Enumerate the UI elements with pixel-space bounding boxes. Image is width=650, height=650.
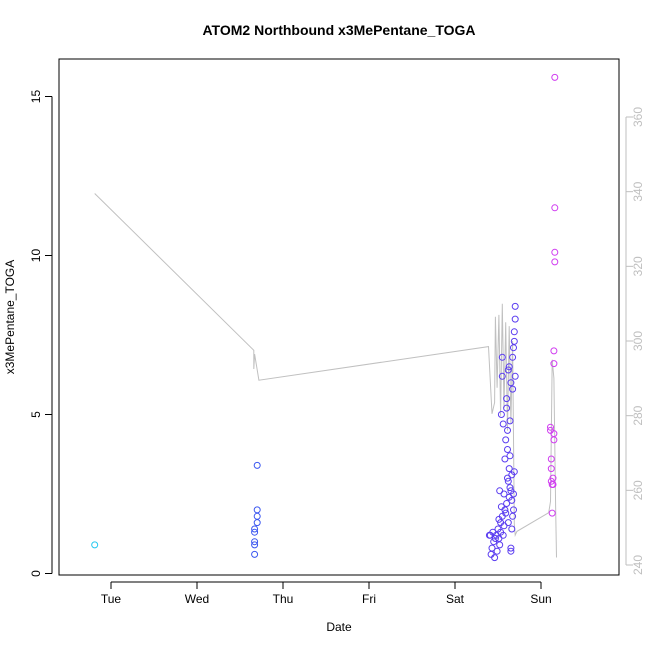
x-tick-label: Sun — [530, 592, 551, 606]
data-point — [498, 372, 506, 380]
data-point — [503, 500, 511, 507]
right-tick-label: 360 — [631, 107, 645, 127]
data-point — [505, 363, 513, 371]
data-point — [550, 360, 558, 368]
data-point — [511, 302, 519, 310]
data-point — [506, 417, 514, 425]
data-point — [506, 452, 514, 460]
data-point — [503, 395, 511, 403]
data-point — [253, 519, 261, 527]
data-point — [491, 535, 499, 542]
data-point — [500, 490, 508, 498]
x-axis-label: Date — [326, 620, 352, 634]
data-point — [550, 347, 558, 355]
left-tick-label: 15 — [29, 90, 43, 104]
right-tick-label: 240 — [631, 555, 645, 575]
plot-frame — [58, 58, 620, 576]
data-point — [497, 411, 505, 418]
x-tick-label: Fri — [362, 592, 376, 606]
data-point — [503, 404, 511, 412]
data-point — [550, 436, 558, 444]
data-point — [504, 366, 512, 374]
data-point — [91, 541, 99, 549]
data-point — [551, 248, 559, 256]
data-point — [510, 468, 518, 476]
data-point — [504, 426, 511, 434]
data-point — [505, 465, 513, 473]
data-point — [253, 512, 261, 520]
x-tick-label: Sat — [446, 592, 465, 606]
data-point — [251, 525, 259, 533]
data-point — [253, 461, 261, 469]
data-point — [509, 385, 517, 393]
data-point — [506, 484, 514, 492]
data-point — [549, 481, 557, 488]
data-point — [508, 496, 516, 504]
data-point — [507, 547, 515, 555]
data-point — [504, 477, 512, 485]
x-axis: Tue Wed Thu Fri Sat Sun — [101, 581, 552, 606]
data-point — [510, 344, 517, 352]
left-tick-label: 5 — [29, 411, 43, 418]
data-point — [501, 455, 509, 463]
data-point — [251, 538, 259, 546]
data-point — [550, 430, 558, 438]
data-point — [499, 531, 507, 539]
points-layer — [91, 73, 559, 562]
data-point — [510, 328, 518, 336]
data-point — [253, 506, 261, 514]
left-y-axis: 0 5 10 15 — [29, 90, 53, 577]
data-point — [510, 506, 517, 514]
data-point — [491, 554, 499, 562]
data-point — [496, 541, 504, 549]
data-point — [493, 547, 501, 555]
right-y-axis: 240 260 280 300 320 340 360 — [625, 107, 645, 575]
left-tick-label: 0 — [29, 570, 43, 577]
data-point — [548, 509, 556, 517]
data-point — [502, 436, 510, 444]
data-point — [511, 372, 519, 380]
x-tick-label: Thu — [273, 592, 294, 606]
data-point — [499, 420, 507, 428]
line-layer — [94, 193, 557, 558]
data-point — [547, 423, 554, 431]
right-tick-label: 300 — [631, 331, 645, 351]
data-point — [251, 541, 259, 549]
data-point — [488, 544, 496, 552]
data-point — [251, 528, 259, 536]
right-tick-label: 340 — [631, 181, 645, 201]
data-point — [551, 204, 559, 212]
right-tick-label: 280 — [631, 405, 645, 425]
data-point — [507, 544, 515, 552]
data-point — [551, 258, 559, 266]
chart-title: ATOM2 Northbound x3MePentane_TOGA — [202, 22, 475, 38]
data-point — [510, 490, 517, 498]
series-line — [94, 193, 557, 558]
data-point — [504, 446, 511, 453]
data-point — [504, 519, 512, 527]
data-point — [508, 525, 516, 533]
data-point — [509, 353, 517, 361]
data-point — [547, 455, 555, 463]
data-point — [251, 550, 259, 558]
y-axis-label: x3MePentane_TOGA — [3, 260, 17, 375]
x-tick-label: Tue — [101, 592, 122, 606]
data-point — [510, 337, 518, 345]
left-tick-label: 10 — [29, 249, 43, 263]
data-point — [551, 73, 559, 81]
data-point — [511, 315, 519, 323]
x-tick-label: Wed — [185, 592, 209, 606]
data-point — [496, 487, 504, 495]
data-point — [509, 512, 517, 520]
right-tick-label: 320 — [631, 256, 645, 276]
data-point — [498, 353, 506, 361]
data-point — [502, 509, 510, 517]
data-point — [547, 465, 555, 473]
right-tick-label: 260 — [631, 480, 645, 500]
data-point — [507, 379, 515, 387]
data-point — [501, 506, 509, 514]
